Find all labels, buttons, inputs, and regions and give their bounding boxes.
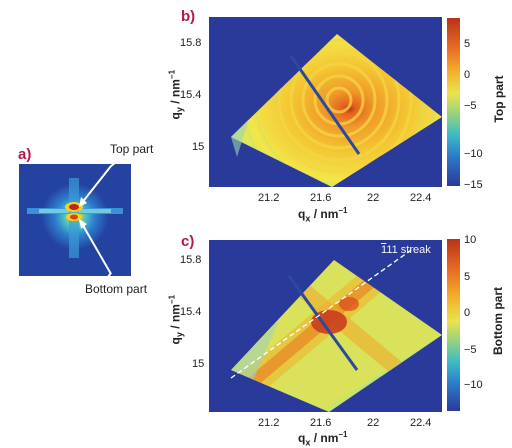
- panel-b-ytick: 15.8: [180, 37, 202, 49]
- panel-c-xtick: 22.4: [410, 417, 432, 429]
- panel-b-xtick: 21.2: [258, 192, 280, 204]
- panel-b-colorbar: [447, 18, 460, 186]
- panel-b-xlabel: qx / nm−1: [298, 206, 348, 224]
- panel-b-cbar-tick: 5: [464, 38, 471, 50]
- panel-c-map: [209, 240, 442, 412]
- panel-c-xtick: 22: [367, 417, 380, 429]
- panel-b-label: b): [181, 8, 196, 25]
- panel-b-ytick: 15: [192, 141, 205, 153]
- panel-c-cbar-tick: 5: [464, 271, 471, 283]
- panel-b-xtick: 21.6: [310, 192, 332, 204]
- panel-c-ytick: 15: [192, 358, 205, 370]
- panel-b-xtick: 22.4: [410, 192, 432, 204]
- panel-c-cbar-tick: −10: [464, 379, 483, 391]
- top-part-annotation: Top part: [110, 142, 154, 156]
- panel-c-cbar-tick: −5: [464, 344, 477, 356]
- panel-b-ylabel: qy / nm−1: [167, 69, 185, 120]
- streak-line: [230, 247, 415, 379]
- panel-c-cbar-tick: 10: [464, 234, 477, 246]
- panel-b-cbar-tick: −10: [464, 148, 483, 160]
- panel-b-cbar-tick: −15: [464, 179, 483, 191]
- panel-b-cbar-tick: 0: [464, 69, 471, 81]
- panel-a-diffraction-image: [19, 164, 131, 276]
- panel-c-ylabel: qy / nm−1: [167, 294, 185, 345]
- panel-c-colorbar: [447, 239, 460, 411]
- panel-c-ytick: 15.4: [180, 306, 202, 318]
- panel-b-ytick: 15.4: [180, 89, 202, 101]
- panel-c-colorbar-label: Bottom part: [491, 287, 505, 355]
- panel-c-xtick: 21.6: [310, 417, 332, 429]
- panel-b-map: [209, 17, 442, 187]
- panel-c-cbar-tick: 0: [464, 307, 471, 319]
- panel-a-label: a): [18, 146, 32, 163]
- panel-b-xtick: 22: [367, 192, 380, 204]
- panel-b-cbar-tick: −5: [464, 100, 477, 112]
- streak-label: 111 streak: [381, 244, 431, 256]
- panel-c-detector-line: [287, 275, 359, 371]
- bottom-part-annotation: Bottom part: [85, 282, 148, 296]
- panel-b-detector-line: [289, 55, 361, 155]
- panel-c-ytick: 15.8: [180, 254, 202, 266]
- panel-b-colorbar-label: Top part: [492, 75, 506, 123]
- panel-c-label: c): [181, 233, 195, 250]
- panel-c-xtick: 21.2: [258, 417, 280, 429]
- panel-c-xlabel: qx / nm−1: [298, 430, 348, 448]
